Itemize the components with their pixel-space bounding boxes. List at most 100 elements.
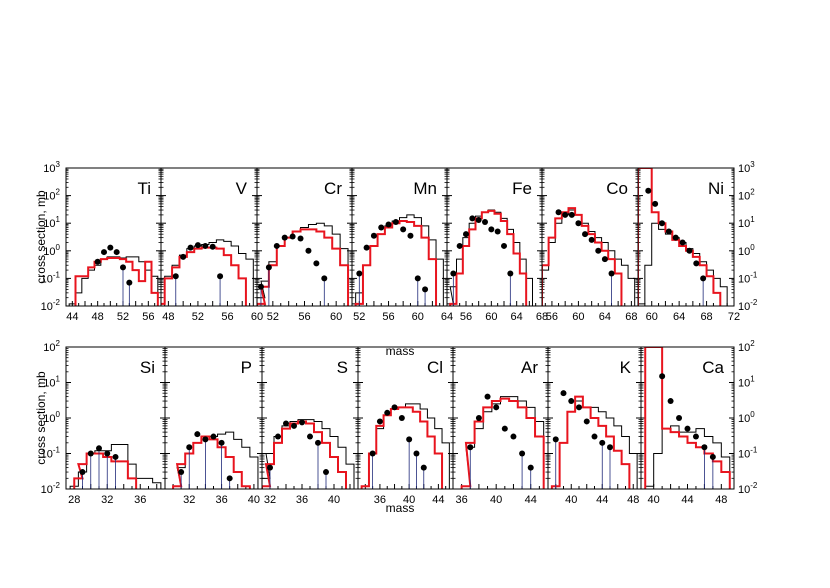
- y-tick-label-right: 10-1: [738, 446, 758, 461]
- x-tick-label: 60: [646, 311, 658, 323]
- panel-ni: 60 64 68 72 Ni: [637, 167, 740, 323]
- x-axis-label: mass: [386, 344, 415, 358]
- data-point: [475, 217, 482, 224]
- y-tick-exp: 3: [56, 160, 61, 169]
- x-tick-label: 32: [264, 494, 276, 506]
- data-point: [257, 283, 264, 290]
- y-axis-label: cross section, mb: [34, 190, 48, 284]
- data-point: [178, 469, 185, 476]
- data-point: [591, 433, 598, 440]
- data-point: [226, 475, 233, 482]
- y-tick-label-right: 101: [738, 215, 755, 230]
- x-tick-label: 64: [441, 311, 453, 323]
- panel-element-label: Co: [606, 179, 628, 198]
- data-point: [120, 264, 126, 271]
- y-tick-label-left: 102: [43, 188, 60, 203]
- y-tick-label-left: 10-1: [41, 270, 61, 285]
- x-tick-label: 56: [382, 311, 394, 323]
- data-point: [519, 450, 526, 457]
- panel-co: 56 60 64 68 Co: [541, 167, 639, 323]
- model-histogram-red: [172, 435, 251, 489]
- data-point: [126, 279, 133, 286]
- y-tick-base: 10: [43, 246, 55, 258]
- y-tick-base: 10: [738, 449, 750, 461]
- y-tick-base: 10: [41, 449, 53, 461]
- data-point: [679, 239, 686, 246]
- data-point: [575, 220, 582, 227]
- data-point: [456, 242, 463, 249]
- data-point: [501, 425, 508, 432]
- y-tick-label-left: 100: [43, 243, 60, 258]
- x-tick-label: 68: [625, 311, 637, 323]
- panel-element-label: Si: [140, 358, 155, 377]
- data-point: [94, 258, 101, 265]
- panel-plot-area: [360, 403, 450, 489]
- x-tick-label: 52: [267, 311, 279, 323]
- data-point: [104, 450, 111, 457]
- panel-element-label: S: [337, 358, 348, 377]
- model-histogram-red: [550, 395, 631, 489]
- y-tick-label-left: 101: [43, 215, 60, 230]
- y-tick-exp: -1: [750, 446, 758, 455]
- data-point: [507, 270, 514, 277]
- data-point: [709, 453, 716, 460]
- data-point: [369, 450, 376, 457]
- data-point: [180, 253, 187, 260]
- panel-plot-area: [644, 347, 731, 489]
- y-tick-label-right: 100: [738, 243, 755, 258]
- data-point: [494, 228, 501, 235]
- y-tick-exp: -1: [53, 270, 61, 279]
- y-tick-label-left: 102: [43, 339, 60, 354]
- x-tick-label: 40: [248, 494, 260, 506]
- data-point: [291, 422, 297, 429]
- data-point: [267, 464, 273, 471]
- data-point: [392, 219, 399, 226]
- y-tick-label-left: 100: [43, 410, 60, 425]
- model-histogram-red: [542, 207, 623, 306]
- data-point: [194, 431, 201, 438]
- data-point: [595, 247, 602, 254]
- x-tick-label: 52: [192, 311, 204, 323]
- data-point: [469, 215, 476, 222]
- y-tick-exp: 1: [56, 375, 61, 384]
- y-tick-label-right: 101: [738, 375, 755, 390]
- x-tick-label: 32: [101, 494, 113, 506]
- data-point: [370, 232, 377, 239]
- data-point: [275, 433, 281, 440]
- data-point: [692, 433, 699, 440]
- y-tick-base: 10: [738, 301, 750, 313]
- panel-cl: 36 40 44 Cl: [357, 346, 454, 506]
- panel-si: 28 32 36 Si: [65, 346, 166, 506]
- panel-cr: 52 56 60 Cr: [256, 167, 353, 323]
- data-point: [384, 409, 391, 416]
- x-tick-label: 44: [432, 494, 444, 506]
- data-point: [391, 404, 398, 411]
- y-tick-base: 10: [43, 342, 55, 354]
- y-tick-label-right: 10-2: [738, 298, 758, 313]
- y-tick-label-right: 10-2: [738, 481, 758, 496]
- y-tick-base: 10: [738, 484, 750, 496]
- x-tick-label: 56: [546, 311, 558, 323]
- x-tick-label: 60: [572, 311, 584, 323]
- data-point: [676, 415, 683, 421]
- x-tick-label: 64: [511, 311, 523, 323]
- x-tick-label: 36: [374, 494, 386, 506]
- x-tick-label: 48: [162, 311, 174, 323]
- data-point: [217, 273, 224, 280]
- model-histogram-red: [460, 397, 545, 489]
- y-tick-label-left: 101: [43, 375, 60, 390]
- data-point: [659, 373, 666, 380]
- model-histogram-black: [644, 425, 731, 489]
- model-histogram-black: [262, 419, 355, 489]
- model-histogram-red: [638, 168, 722, 306]
- panel-element-label: Cr: [324, 179, 342, 198]
- y-tick-label-right: 102: [738, 188, 755, 203]
- data-point: [202, 436, 209, 443]
- data-point: [693, 260, 700, 267]
- data-point: [79, 469, 86, 476]
- data-point: [289, 233, 296, 240]
- data-point: [588, 236, 595, 243]
- data-point: [265, 264, 272, 271]
- y-tick-exp: 2: [56, 339, 61, 348]
